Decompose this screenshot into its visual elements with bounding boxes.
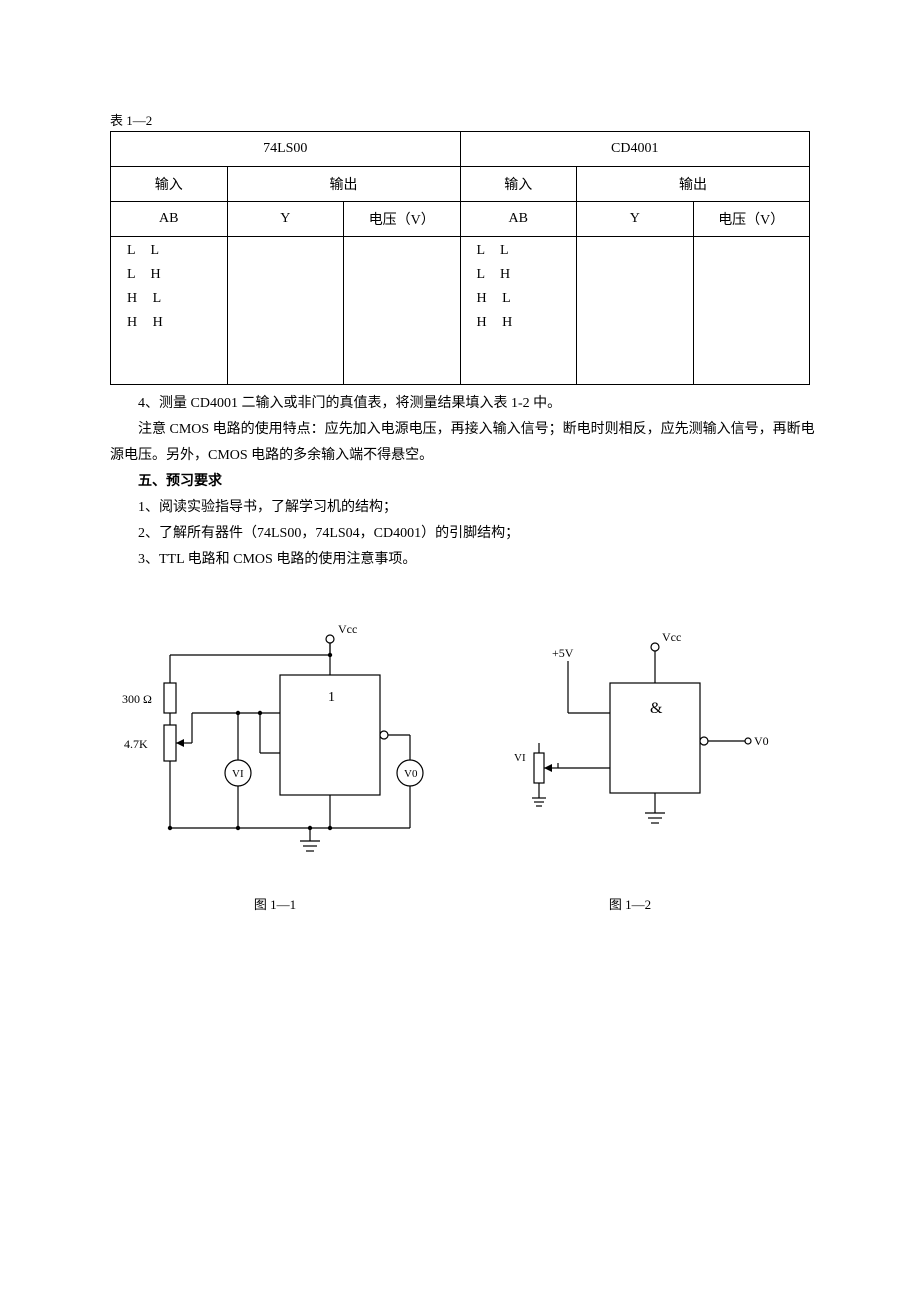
- paragraph-note: 注意 CMOS 电路的使用特点：应先加入电源电压，再接入输入信号；断电时则相反，…: [110, 417, 820, 469]
- table-row: H H: [465, 315, 573, 331]
- truth-table: 74LS00 CD4001 输入 输出 输入 输出 AB Y 电压（V） AB …: [110, 131, 810, 385]
- section5-title: 五、预习要求: [110, 469, 820, 495]
- hdr-input-right: 输入: [460, 167, 577, 202]
- table-row: H L: [115, 291, 223, 307]
- col-ab-left: AB: [111, 202, 228, 237]
- circuit-diagram-1: 1 Vcc 300 Ω: [110, 613, 440, 873]
- table-caption: 表 1—2: [110, 110, 820, 129]
- figure-1-2: & V0 Vcc +5V: [490, 613, 770, 913]
- hdr-input-left: 输入: [111, 167, 228, 202]
- svg-text:4.7K: 4.7K: [124, 737, 148, 751]
- col-v-right: 电压（V）: [693, 202, 810, 237]
- hdr-output-right: 输出: [577, 167, 810, 202]
- data-y-right: [577, 237, 694, 385]
- fig2-caption: 图 1—2: [490, 894, 770, 913]
- svg-text:+5V: +5V: [552, 646, 574, 660]
- data-v-right: [693, 237, 810, 385]
- svg-text:300 Ω: 300 Ω: [122, 692, 152, 706]
- chip-header-left: 74LS00: [111, 132, 461, 167]
- col-v-left: 电压（V）: [344, 202, 461, 237]
- data-ab-right: L L L H H L H H: [460, 237, 577, 385]
- svg-text:VI: VI: [232, 768, 244, 780]
- col-y-left: Y: [227, 202, 344, 237]
- svg-text:&: &: [650, 700, 663, 717]
- section5-item2: 2、了解所有器件（74LS00，74LS04，CD4001）的引脚结构；: [110, 521, 820, 547]
- table-row: L L: [465, 243, 573, 259]
- svg-text:VI: VI: [514, 752, 526, 764]
- hdr-output-left: 输出: [227, 167, 460, 202]
- col-y-right: Y: [577, 202, 694, 237]
- svg-text:V0: V0: [754, 734, 769, 748]
- col-ab-right: AB: [460, 202, 577, 237]
- body-text: 4、测量 CD4001 二输入或非门的真值表，将测量结果填入表 1-2 中。 注…: [110, 391, 820, 573]
- table-row: L H: [465, 267, 573, 283]
- svg-text:Vcc: Vcc: [662, 630, 681, 644]
- circuit-diagram-2: & V0 Vcc +5V: [490, 613, 770, 873]
- svg-text:1: 1: [328, 690, 335, 705]
- table-row: H L: [465, 291, 573, 307]
- fig1-caption: 图 1—1: [110, 894, 440, 913]
- svg-text:Vcc: Vcc: [338, 622, 357, 636]
- table-row: H H: [115, 315, 223, 331]
- section5-item1: 1、阅读实验指导书，了解学习机的结构；: [110, 495, 820, 521]
- data-ab-left: L L L H H L H H: [111, 237, 228, 385]
- figure-1-1: 1 Vcc 300 Ω: [110, 613, 440, 913]
- table-row: L L: [115, 243, 223, 259]
- svg-text:V0: V0: [404, 768, 418, 780]
- data-y-left: [227, 237, 344, 385]
- chip-header-right: CD4001: [460, 132, 810, 167]
- section5-item3: 3、TTL 电路和 CMOS 电路的使用注意事项。: [110, 547, 820, 573]
- data-v-left: [344, 237, 461, 385]
- paragraph-4: 4、测量 CD4001 二输入或非门的真值表，将测量结果填入表 1-2 中。: [110, 391, 820, 417]
- table-row: L H: [115, 267, 223, 283]
